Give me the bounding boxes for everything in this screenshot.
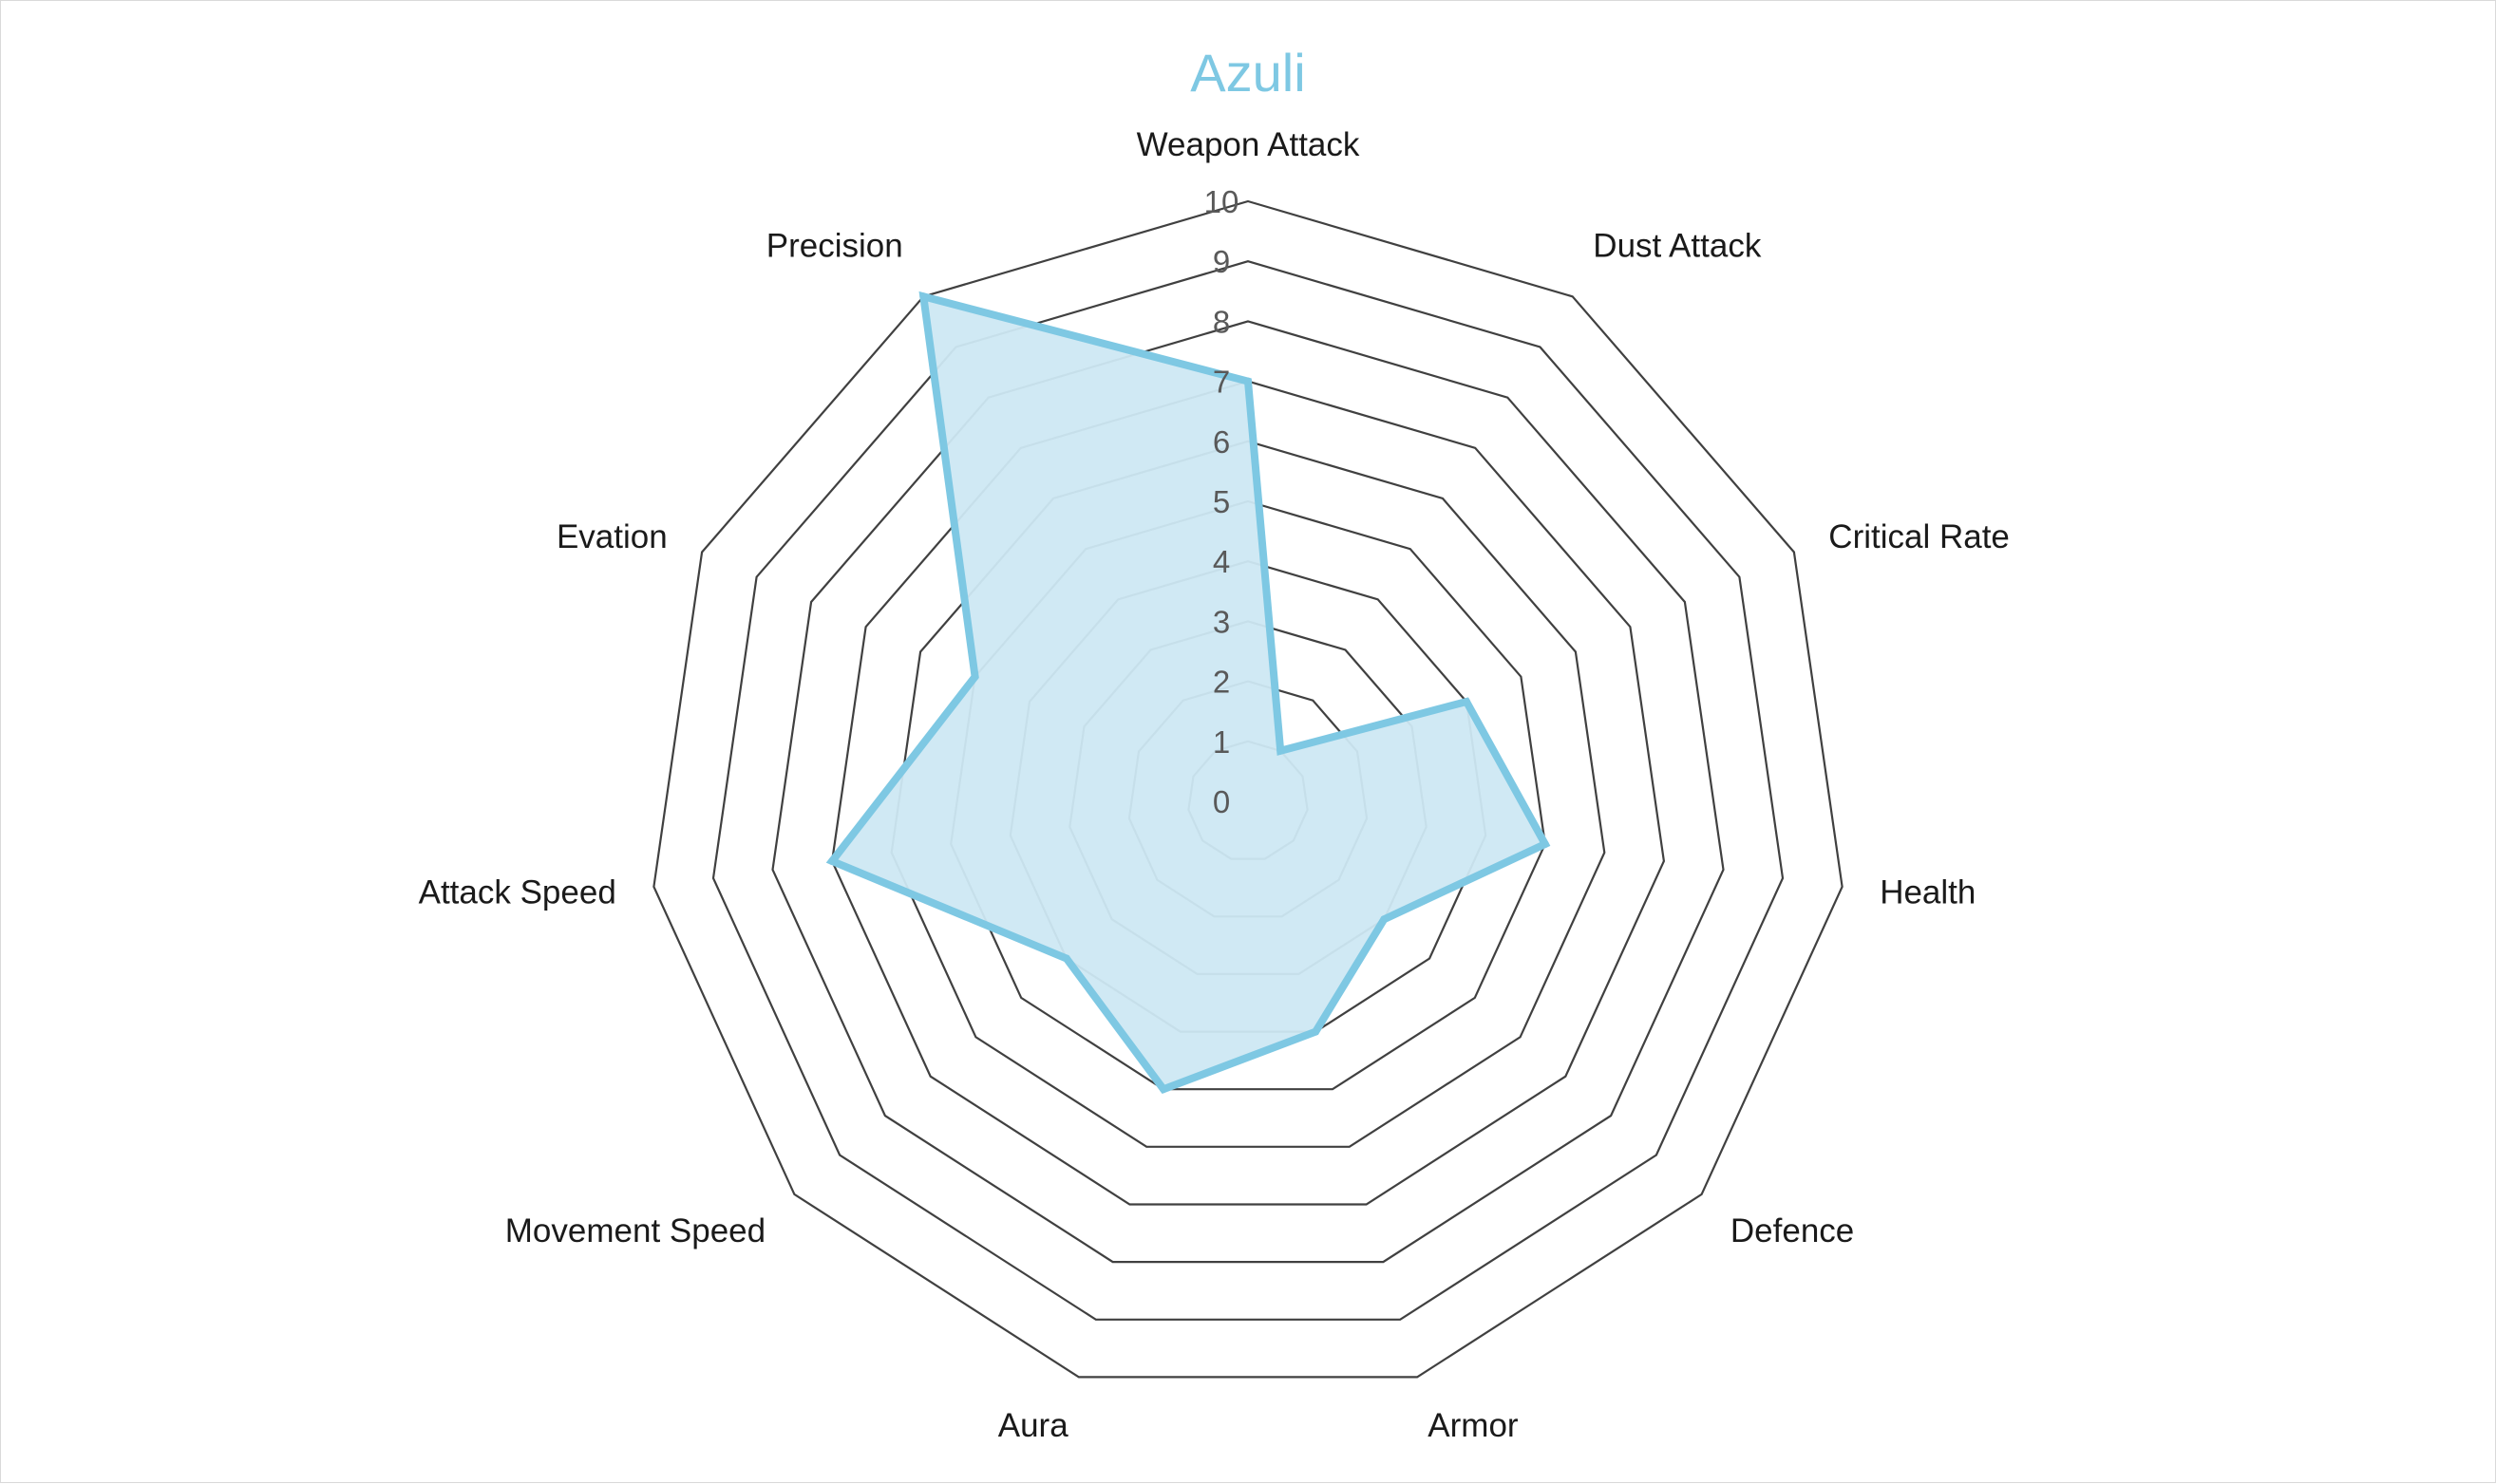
data-point-evation xyxy=(971,672,979,681)
tick-label-10: 10 xyxy=(1204,184,1239,219)
data-point-attack-speed xyxy=(828,857,837,865)
axis-label-aura: Aura xyxy=(998,1407,1068,1444)
axis-label-precision: Precision xyxy=(766,228,903,265)
grid-ring-10 xyxy=(652,199,1844,1379)
data-point-defence xyxy=(1380,915,1389,924)
grid-rings xyxy=(652,199,1844,1379)
axis-label-dust-attack: Dust Attack xyxy=(1593,228,1762,265)
axis-label-defence: Defence xyxy=(1730,1212,1854,1249)
data-point-critical-rate xyxy=(1463,698,1470,705)
tick-label-5: 5 xyxy=(1213,484,1230,519)
tick-label-1: 1 xyxy=(1213,724,1230,760)
tick-label-0: 0 xyxy=(1213,784,1230,819)
data-point-precision xyxy=(919,292,928,301)
axis-label-critical-rate: Critical Rate xyxy=(1828,518,2010,555)
data-point-weapon-attack xyxy=(1244,377,1252,385)
series-area-0 xyxy=(825,291,1551,1095)
axis-label-weapon-attack: Weapon Attack xyxy=(1137,126,1360,163)
tick-label-8: 8 xyxy=(1213,304,1230,339)
tick-label-6: 6 xyxy=(1213,424,1230,460)
tick-label-7: 7 xyxy=(1213,365,1230,400)
data-point-aura xyxy=(1160,1085,1167,1094)
data-point-health xyxy=(1541,840,1549,848)
grid-ring-6 xyxy=(890,440,1606,1148)
tick-label-4: 4 xyxy=(1213,544,1230,579)
grid-ring-8 xyxy=(771,320,1725,1264)
axis-label-armor: Armor xyxy=(1428,1407,1519,1444)
grid-ring-9 xyxy=(711,260,1785,1321)
axis-labels: Weapon Attack Dust Attack Critical Rate Hea… xyxy=(419,126,2010,1444)
axis-label-movement-speed: Movement Speed xyxy=(505,1212,766,1249)
tick-label-2: 2 xyxy=(1213,665,1230,700)
chart-title: Azuli xyxy=(1190,43,1305,103)
tick-label-9: 9 xyxy=(1213,244,1230,279)
tick-label-3: 3 xyxy=(1213,604,1230,639)
axis-label-health: Health xyxy=(1880,874,1976,911)
axis-label-evation: Evation xyxy=(557,518,668,555)
tick-labels: 0 1 2 3 4 5 6 7 8 9 10 xyxy=(1204,184,1239,819)
data-point-dust-attack xyxy=(1276,746,1285,755)
data-point-armor xyxy=(1312,1027,1320,1036)
grid-ring-7 xyxy=(830,380,1666,1206)
data-point-movement-speed xyxy=(1062,954,1070,963)
axis-label-attack-speed: Attack Speed xyxy=(419,874,616,911)
series-layer xyxy=(825,291,1551,1095)
